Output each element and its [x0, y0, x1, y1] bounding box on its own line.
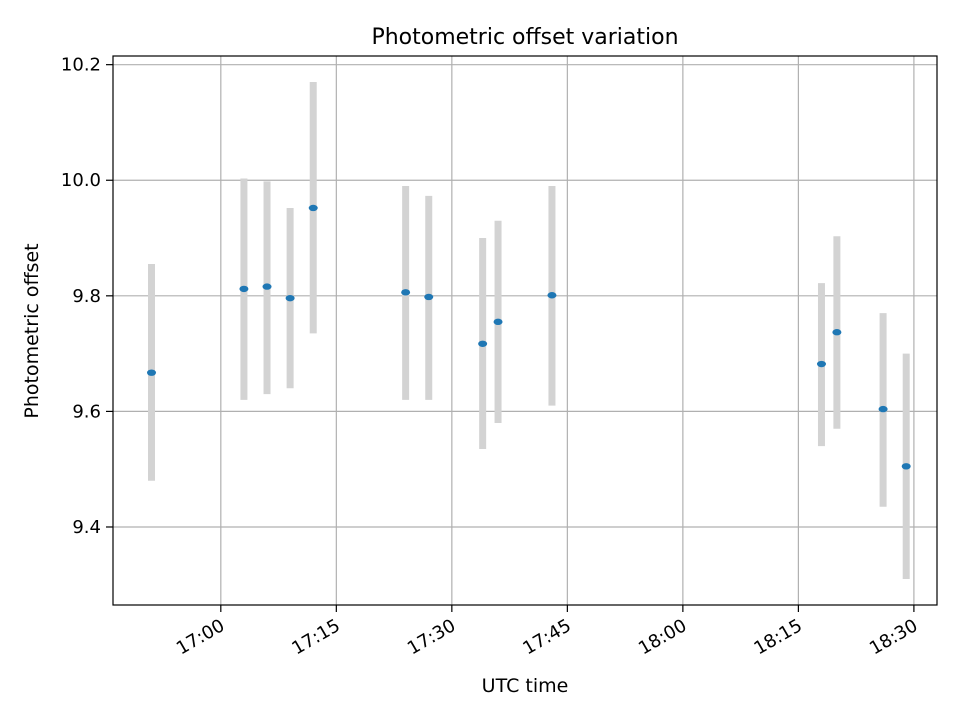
data-point — [308, 204, 318, 212]
data-point — [478, 340, 488, 347]
grid-layer — [113, 56, 937, 605]
point-layer — [147, 204, 911, 470]
x-axis-label: UTC time — [482, 675, 569, 697]
data-point — [832, 329, 842, 336]
data-point — [878, 405, 888, 413]
data-point — [262, 283, 272, 290]
y-tick-label: 9.4 — [72, 517, 101, 538]
data-point — [424, 293, 434, 301]
data-point — [147, 369, 157, 376]
data-point — [401, 289, 411, 296]
y-tick-label: 9.8 — [72, 286, 101, 307]
y-axis-label: Photometric offset — [21, 243, 43, 418]
data-point — [816, 360, 826, 368]
plot-frame — [112, 55, 938, 606]
y-tick-label: 10.2 — [61, 55, 101, 76]
y-tick-label: 10.0 — [61, 170, 101, 191]
data-point — [547, 292, 557, 299]
data-point — [901, 463, 911, 470]
data-point — [285, 294, 295, 302]
data-point — [239, 285, 249, 293]
y-tick-label: 9.6 — [72, 401, 101, 422]
chart-title: Photometric offset variation — [371, 25, 678, 50]
data-point — [493, 318, 503, 326]
